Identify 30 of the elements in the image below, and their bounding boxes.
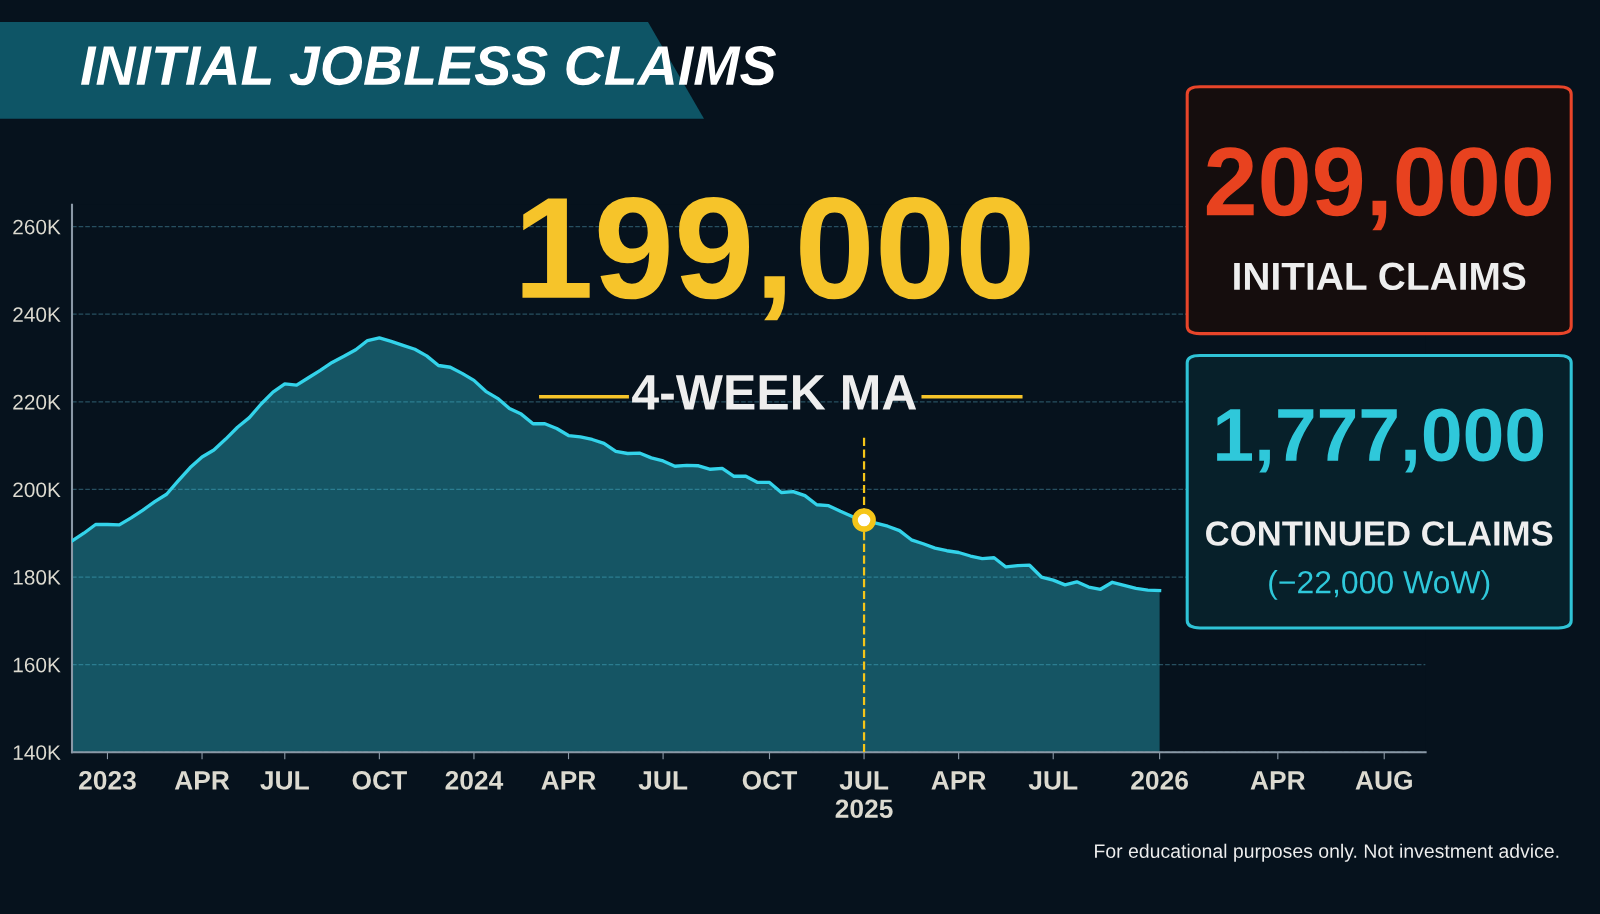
text: For educational purposes only. Not investment advice. <box>1095 843 1559 862</box>
y-tick-label: 220K <box>13 394 61 410</box>
x-tick-label: JUL 2025 <box>835 771 893 819</box>
y-tick-label: 140K <box>13 745 61 760</box>
y-tick-label: 160K <box>13 657 61 673</box>
annotation: (−22,000 WoW) <box>1269 570 1490 600</box>
x-tick-label: AUG <box>1355 770 1412 790</box>
x-tick-label: APR <box>174 771 230 790</box>
y-tick-label: 180K <box>13 570 61 585</box>
annotation: 199,000 <box>522 196 1030 321</box>
annotation: 1,777,000 <box>1217 408 1543 473</box>
chart-title: INITIAL JOBLESS CLAIMS <box>80 45 777 86</box>
x-tick-label: JUL <box>638 771 688 790</box>
annotation: 209,000 <box>1206 147 1551 231</box>
x-tick-label: OCT <box>742 770 798 790</box>
y-tick-label: 200K <box>13 482 61 498</box>
x-tick-label: OCT <box>352 770 407 790</box>
annotation: CONTINUED CLAIMS <box>1206 521 1553 546</box>
x-tick-label: JUL <box>260 771 309 790</box>
x-tick-label: APR <box>541 771 596 790</box>
x-tick-label: 2023 <box>79 770 136 790</box>
x-tick-label: 2024 <box>445 770 504 790</box>
x-tick-label: 2026 <box>1131 770 1189 790</box>
x-tick-label: APR <box>931 771 986 790</box>
y-tick-label: 260K <box>13 219 61 235</box>
y-tick-label: 240K <box>13 307 61 322</box>
x-tick-label: JUL <box>1028 771 1078 790</box>
x-tick-label: APR <box>1250 771 1306 790</box>
annotation: INITIAL CLAIMS <box>1234 262 1526 291</box>
annotation: 4-WEEK MA <box>632 375 917 410</box>
